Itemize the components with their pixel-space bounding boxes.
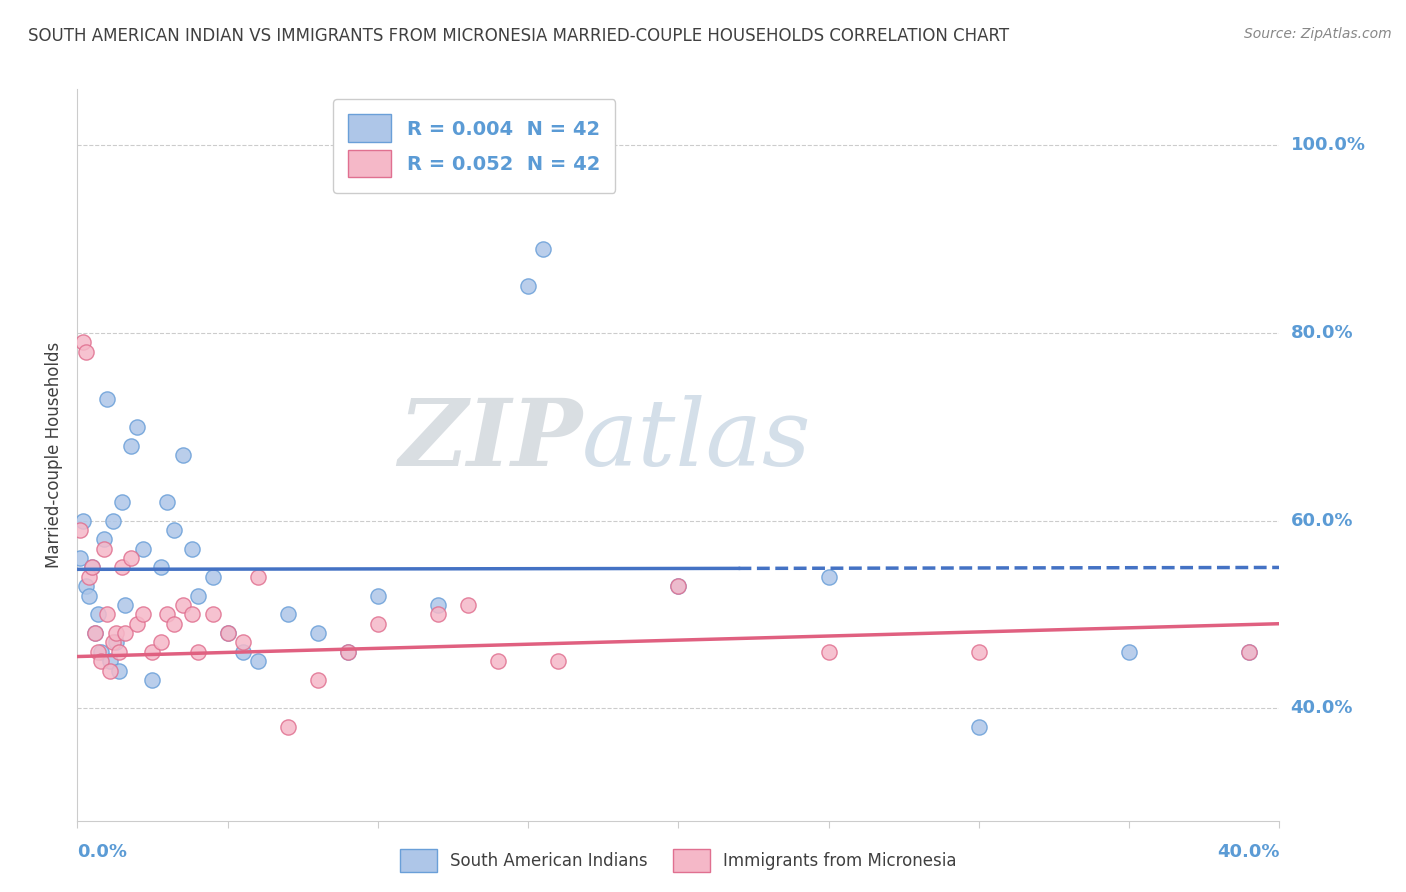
Point: [232, 645, 254, 659]
Point: [1118, 645, 1140, 659]
Point: [108, 664, 131, 678]
Point: [246, 570, 269, 584]
Point: [100, 654, 122, 668]
Point: [93, 533, 115, 547]
Point: [1239, 645, 1261, 659]
Point: [668, 579, 690, 593]
Point: [103, 514, 125, 528]
Point: [105, 626, 128, 640]
Point: [531, 242, 554, 256]
Point: [114, 598, 136, 612]
Point: [201, 607, 224, 622]
Point: [172, 448, 194, 462]
Point: [103, 635, 125, 649]
Point: [87, 607, 110, 622]
Point: [150, 635, 173, 649]
Text: 40.0%: 40.0%: [1291, 699, 1353, 717]
Point: [69, 523, 91, 537]
Text: 100.0%: 100.0%: [1291, 136, 1365, 154]
Text: 0.0%: 0.0%: [77, 843, 128, 861]
Point: [111, 495, 134, 509]
Point: [427, 607, 450, 622]
Text: 40.0%: 40.0%: [1218, 843, 1279, 861]
Point: [486, 654, 509, 668]
Point: [132, 541, 155, 556]
Point: [141, 673, 163, 687]
Point: [141, 645, 163, 659]
Point: [100, 664, 122, 678]
Point: [1239, 645, 1261, 659]
Point: [180, 607, 202, 622]
Point: [967, 720, 990, 734]
Point: [517, 279, 540, 293]
Point: [96, 392, 118, 406]
Point: [93, 541, 115, 556]
Point: [72, 335, 94, 350]
Y-axis label: Married-couple Households: Married-couple Households: [45, 342, 63, 568]
Point: [246, 654, 269, 668]
Point: [967, 645, 990, 659]
Point: [186, 645, 209, 659]
Point: [82, 560, 104, 574]
Point: [162, 616, 184, 631]
Point: [120, 438, 142, 452]
Point: [547, 654, 569, 668]
Point: [201, 570, 224, 584]
Point: [307, 673, 329, 687]
Text: SOUTH AMERICAN INDIAN VS IMMIGRANTS FROM MICRONESIA MARRIED-COUPLE HOUSEHOLDS CO: SOUTH AMERICAN INDIAN VS IMMIGRANTS FROM…: [28, 27, 1010, 45]
Point: [232, 635, 254, 649]
Point: [84, 626, 107, 640]
Point: [277, 720, 299, 734]
Point: [156, 607, 179, 622]
Point: [150, 560, 173, 574]
Point: [217, 626, 239, 640]
Point: [180, 541, 202, 556]
Point: [90, 654, 112, 668]
Point: [114, 626, 136, 640]
Text: 80.0%: 80.0%: [1291, 324, 1353, 342]
Point: [172, 598, 194, 612]
Text: atlas: atlas: [582, 395, 811, 485]
Point: [217, 626, 239, 640]
Point: [156, 495, 179, 509]
Point: [96, 607, 118, 622]
Point: [186, 589, 209, 603]
Point: [79, 589, 101, 603]
Point: [336, 645, 359, 659]
Point: [277, 607, 299, 622]
Point: [427, 598, 450, 612]
Point: [367, 616, 389, 631]
Text: Source: ZipAtlas.com: Source: ZipAtlas.com: [1244, 27, 1392, 41]
Point: [162, 523, 184, 537]
Point: [132, 607, 155, 622]
Point: [307, 626, 329, 640]
Point: [127, 616, 149, 631]
Point: [75, 344, 97, 359]
Point: [72, 514, 94, 528]
Point: [69, 551, 91, 566]
Text: 60.0%: 60.0%: [1291, 512, 1353, 530]
Point: [82, 560, 104, 574]
Text: ZIP: ZIP: [398, 395, 582, 485]
Point: [367, 589, 389, 603]
Point: [336, 645, 359, 659]
Point: [817, 645, 839, 659]
Point: [457, 598, 479, 612]
Point: [817, 570, 839, 584]
Point: [84, 626, 107, 640]
Point: [111, 560, 134, 574]
Point: [127, 419, 149, 434]
Point: [75, 579, 97, 593]
Point: [668, 579, 690, 593]
Point: [120, 551, 142, 566]
Point: [79, 570, 101, 584]
Legend: South American Indians, Immigrants from Micronesia: South American Indians, Immigrants from …: [387, 835, 970, 886]
Point: [108, 645, 131, 659]
Point: [90, 645, 112, 659]
Point: [105, 635, 128, 649]
Point: [87, 645, 110, 659]
